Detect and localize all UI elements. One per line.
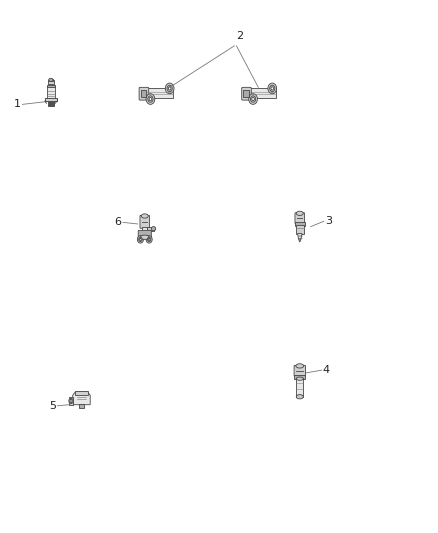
Text: 1: 1: [13, 99, 20, 109]
Bar: [142, 227, 148, 232]
Ellipse shape: [251, 96, 256, 102]
Bar: [147, 88, 173, 98]
Ellipse shape: [151, 227, 155, 231]
Polygon shape: [73, 392, 90, 405]
Bar: [48, 101, 53, 107]
Polygon shape: [298, 239, 301, 242]
Ellipse shape: [49, 78, 53, 82]
Bar: [79, 404, 84, 408]
Bar: [47, 86, 55, 98]
Bar: [48, 80, 54, 86]
Bar: [49, 79, 53, 82]
FancyBboxPatch shape: [295, 213, 304, 223]
Ellipse shape: [296, 394, 303, 399]
Ellipse shape: [70, 399, 72, 402]
Polygon shape: [297, 233, 302, 239]
Bar: [75, 391, 88, 395]
Bar: [294, 375, 305, 378]
Polygon shape: [69, 397, 73, 405]
Bar: [296, 378, 303, 397]
Ellipse shape: [296, 377, 303, 380]
Bar: [141, 90, 146, 98]
Ellipse shape: [149, 98, 152, 101]
Ellipse shape: [148, 96, 153, 102]
Bar: [148, 227, 153, 231]
Text: 5: 5: [49, 401, 56, 411]
Ellipse shape: [148, 238, 150, 240]
Ellipse shape: [139, 237, 142, 241]
Bar: [250, 88, 276, 98]
Ellipse shape: [140, 238, 141, 240]
Ellipse shape: [165, 83, 174, 94]
FancyBboxPatch shape: [138, 230, 151, 238]
Ellipse shape: [249, 94, 258, 104]
Ellipse shape: [146, 236, 152, 243]
Ellipse shape: [252, 98, 254, 101]
Ellipse shape: [296, 211, 303, 215]
Ellipse shape: [270, 85, 275, 92]
Bar: [294, 222, 305, 226]
Ellipse shape: [148, 237, 151, 241]
Text: 2: 2: [237, 30, 244, 41]
Bar: [47, 85, 55, 87]
Ellipse shape: [271, 87, 274, 90]
FancyBboxPatch shape: [139, 87, 149, 100]
Ellipse shape: [268, 83, 277, 94]
Bar: [244, 90, 249, 98]
Ellipse shape: [141, 214, 148, 218]
FancyBboxPatch shape: [140, 215, 150, 228]
Ellipse shape: [146, 94, 155, 104]
FancyBboxPatch shape: [294, 366, 305, 376]
Ellipse shape: [138, 236, 144, 243]
Bar: [45, 98, 57, 101]
Ellipse shape: [167, 85, 172, 92]
Bar: [296, 225, 304, 233]
Text: 6: 6: [115, 217, 122, 228]
Ellipse shape: [69, 398, 73, 403]
Ellipse shape: [296, 364, 304, 368]
Text: 4: 4: [323, 365, 330, 375]
FancyBboxPatch shape: [242, 87, 251, 100]
Text: 3: 3: [325, 216, 332, 227]
Ellipse shape: [168, 87, 171, 90]
Polygon shape: [45, 98, 57, 101]
Ellipse shape: [141, 235, 149, 239]
